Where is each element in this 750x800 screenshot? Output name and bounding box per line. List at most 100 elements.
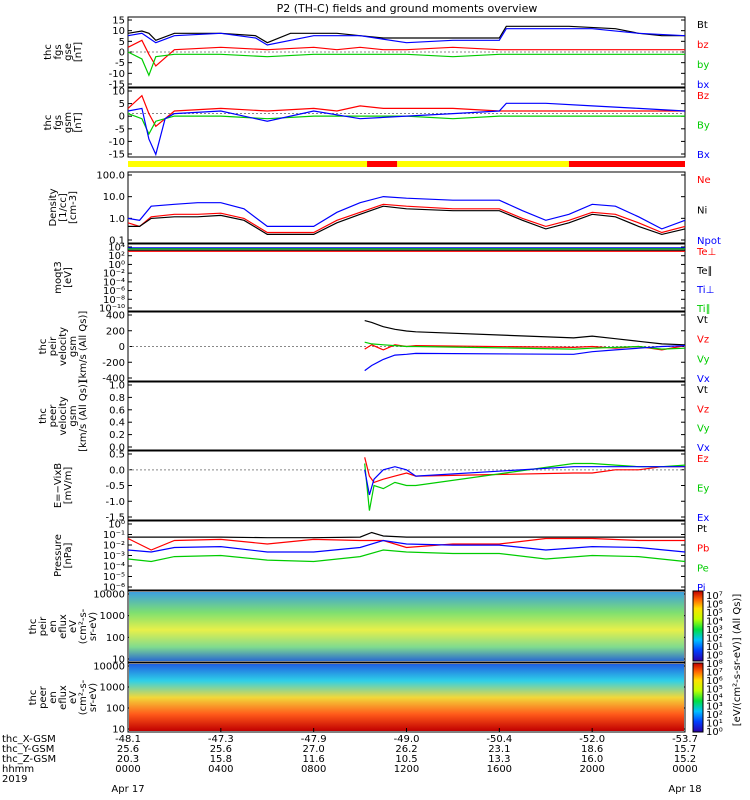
mode-bar-segment (128, 161, 368, 167)
series-0-by (127, 51, 685, 77)
y-axis-label: Pressure (53, 534, 64, 577)
x-row-label: thc_Z-GSM (2, 754, 56, 765)
x-tick-label: -47.9 (301, 734, 327, 745)
y-tick-label: 1000 (100, 611, 125, 622)
y-tick-label: 10⁻⁵ (103, 572, 125, 583)
legend-entry: Vx (697, 374, 710, 385)
colorbar-tick-label: 10⁸ (706, 659, 723, 670)
y-axis-label: thc (43, 44, 54, 60)
y-axis-label: thc (28, 690, 39, 706)
legend-entry: Ey (697, 484, 709, 495)
series-0-bx (127, 28, 686, 46)
y-axis-label: eV (68, 691, 79, 704)
x-tick-label: 0800 (301, 764, 326, 775)
series-4-Vx (364, 345, 686, 372)
panel-6: 0.5 0.0 -0.5 -1.0 -1.5 E=−VixB [mV/m] Ez Ey Ex (53, 450, 709, 525)
legend-entry: Ez (697, 454, 709, 465)
x-tick-label: 26.2 (395, 744, 417, 755)
y-tick-label: -1.5 (105, 513, 125, 524)
colorbar-tick-label: 10⁰ (706, 727, 723, 738)
y-axis-label: gsm (63, 112, 74, 133)
legend-entry: Ne (697, 175, 711, 186)
x-tick-label: 11.6 (303, 754, 325, 765)
y-tick-label: 10 (112, 725, 125, 736)
y-tick-label: 10² (108, 251, 125, 262)
x-tick-label: 0000 (115, 764, 140, 775)
series-7-Pt (128, 531, 685, 539)
legend-entry: Ni (697, 206, 707, 217)
x-tick-label: 0000 (672, 764, 697, 775)
legend-entry: Pt (697, 524, 707, 535)
y-tick-label: 0.4 (109, 418, 125, 429)
x-tick-label: 27.0 (303, 744, 325, 755)
y-tick-label: 10 (112, 655, 125, 666)
y-axis-label: fgs (53, 44, 64, 59)
y-axis-label: peer (38, 685, 49, 709)
colorbar-tick-label: 10⁶ (706, 676, 723, 687)
y-axis-label: moqt3 (53, 261, 64, 294)
y-tick-label: 1000 (100, 683, 125, 694)
x-tick-label: 2000 (579, 764, 604, 775)
y-axis-label: velocity (58, 327, 69, 366)
x-tick-label: 23.1 (488, 744, 510, 755)
y-axis-label: thc (28, 619, 39, 635)
colorbar-tick-label: 10¹ (706, 642, 723, 653)
x-row-label: 2019 (2, 774, 27, 785)
y-axis-label: gsm (68, 405, 79, 426)
y-tick-label: 15 (112, 16, 125, 27)
y-tick-label: -15 (109, 150, 125, 161)
legend-entry: bz (697, 40, 709, 51)
y-tick-label: 10⁰ (108, 520, 125, 531)
series-7-Pe (127, 549, 686, 563)
mode-bar (128, 161, 685, 167)
y-axis-label: eflux (58, 685, 69, 710)
y-axis-label: en (48, 691, 59, 704)
x-tick-label: 10.5 (395, 754, 417, 765)
y-axis-label: thc (38, 339, 49, 355)
x-tick-label: -49.0 (394, 734, 420, 745)
y-tick-label: 200 (106, 326, 125, 337)
legend-entry: Ti∥ (696, 304, 711, 315)
x-tick-label: 15.8 (210, 754, 232, 765)
y-tick-label: 5 (119, 99, 125, 110)
y-tick-label: -1.0 (105, 497, 125, 508)
panel-frame (127, 171, 686, 244)
series-4-Vz (364, 344, 686, 351)
colorbar-label: [eV/(cm²-s-sr-eV)] (All Qs)] (732, 594, 743, 727)
y-tick-label: 10⁻⁸ (103, 295, 125, 306)
mode-bar-segment (367, 161, 398, 167)
legend-entry: By (697, 121, 710, 132)
y-axis-label: sr-eV) (88, 683, 99, 712)
panel-2: 100.0 10.0 1.0 0.1 Density [1/cc] [cm-3] Ne Ni Np… (48, 171, 721, 248)
series-6-Ey (364, 462, 686, 511)
legend-entry: by (697, 60, 709, 71)
y-axis-label: thc (43, 115, 54, 131)
mode-bar-segment (568, 161, 685, 167)
colorbar: 10⁷10⁶10⁵10⁴10³10²10¹10⁰10⁸10⁷10⁶10⁵10⁴1… (692, 590, 743, 738)
x-tick-label: 15.2 (674, 754, 696, 765)
legend-entry: Te⊥ (696, 247, 716, 258)
y-axis-label: [km/s (All Qs)] (78, 380, 89, 452)
y-axis-label: gse (63, 43, 74, 61)
x-tick-label: 18.6 (581, 744, 603, 755)
series-2-Npot (127, 195, 686, 230)
x-tick-label: 16.0 (581, 754, 603, 765)
x-tick-label: 25.6 (210, 744, 232, 755)
panel-5: 1.00.80.6 0.40.2 0.0 thc peer velocity gsm [km/… (38, 380, 710, 454)
legend-entry: Ex (697, 513, 709, 524)
y-axis-label: [km/s (All Qs)] (78, 311, 89, 383)
colorbar-tick-label: 10⁴ (706, 693, 723, 704)
legend-entry: Bx (697, 150, 710, 161)
y-tick-label: 10⁻⁶ (103, 286, 125, 297)
x-tick-label: -52.0 (579, 734, 605, 745)
y-tick-label: 10000 (93, 590, 125, 601)
legend-entry: Ti⊥ (696, 285, 714, 296)
panel-frame (127, 381, 686, 451)
y-tick-label: -15 (109, 80, 125, 91)
legend-entry: Pb (697, 544, 709, 555)
y-axis-label: fgs (53, 115, 64, 130)
legend-entry: Vz (697, 404, 709, 415)
y-tick-label: 10 (112, 87, 125, 98)
